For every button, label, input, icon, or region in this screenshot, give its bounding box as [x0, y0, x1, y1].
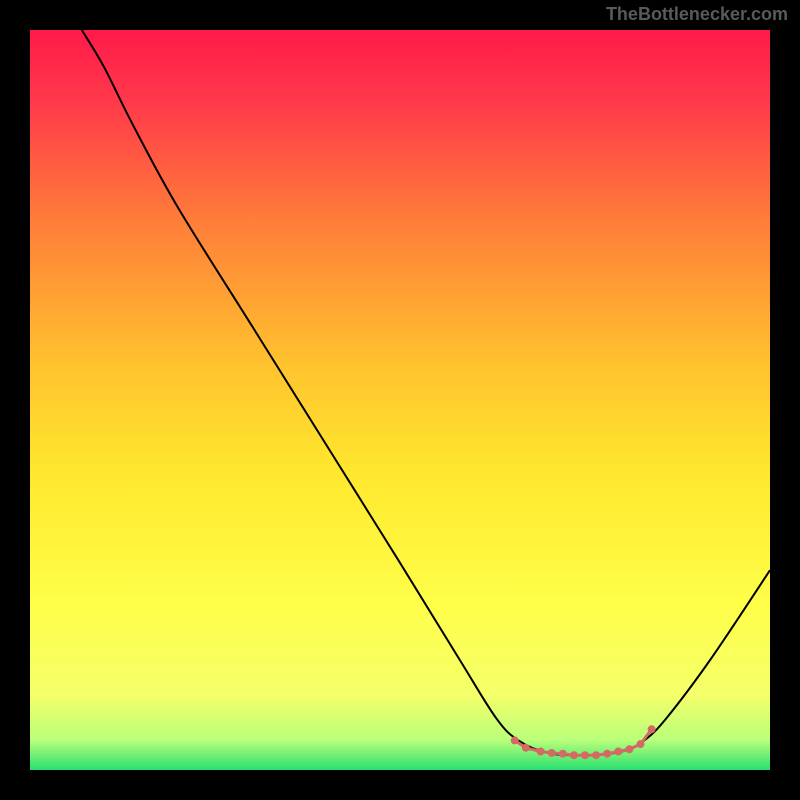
marker-point: [614, 748, 622, 756]
marker-point: [648, 725, 656, 733]
marker-point: [559, 750, 567, 758]
marker-point: [548, 749, 556, 757]
marker-point: [637, 740, 645, 748]
marker-point: [522, 744, 530, 752]
watermark-text: TheBottlenecker.com: [606, 4, 788, 25]
marker-point: [592, 751, 600, 759]
marker-point: [625, 745, 633, 753]
plot-area: [30, 30, 770, 770]
marker-point: [603, 750, 611, 758]
marker-point: [537, 748, 545, 756]
chart-svg: [30, 30, 770, 770]
marker-point: [581, 751, 589, 759]
marker-point: [570, 751, 578, 759]
marker-point: [511, 736, 519, 744]
